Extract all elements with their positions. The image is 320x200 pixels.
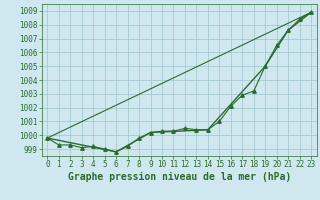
- X-axis label: Graphe pression niveau de la mer (hPa): Graphe pression niveau de la mer (hPa): [68, 172, 291, 182]
